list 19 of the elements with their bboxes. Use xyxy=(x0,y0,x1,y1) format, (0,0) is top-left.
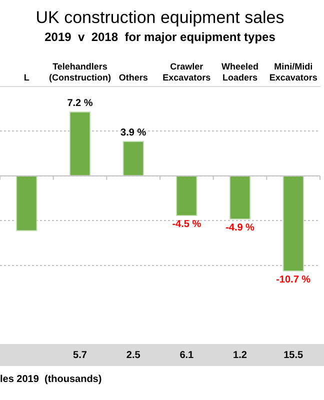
text: 5.7 xyxy=(73,350,88,361)
chart-subtitle: 2019 v 2018 for major equipment types xyxy=(44,30,276,44)
data-label: 3.9 % xyxy=(120,128,146,139)
x-tick-label: Telehandlers (Construction) xyxy=(49,62,111,82)
data-label: -4.9 % xyxy=(226,222,255,234)
x-tick-label: Wheeled Loaders xyxy=(221,62,259,82)
text: 15.5 xyxy=(284,350,304,361)
text: 2.5 xyxy=(126,350,141,361)
text: les 2019 (thousands) xyxy=(0,374,102,385)
data-label: -10.7 % xyxy=(276,274,311,286)
x-tick-label: Crawler Excavators xyxy=(162,62,211,82)
text: 6.1 xyxy=(180,350,194,361)
chart-title: UK construction equipment sales xyxy=(36,8,284,27)
x-tick-label: Others xyxy=(118,72,148,82)
text: 1.2 xyxy=(233,350,248,361)
data-label: -4.5 % xyxy=(172,218,202,230)
x-tick-label: Mini/Midi Excavators xyxy=(269,62,318,82)
data-label: 7.2 % xyxy=(67,98,93,110)
x-tick-label: L xyxy=(24,72,30,82)
